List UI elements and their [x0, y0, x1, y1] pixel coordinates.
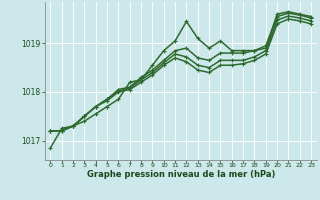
X-axis label: Graphe pression niveau de la mer (hPa): Graphe pression niveau de la mer (hPa)	[87, 170, 275, 179]
